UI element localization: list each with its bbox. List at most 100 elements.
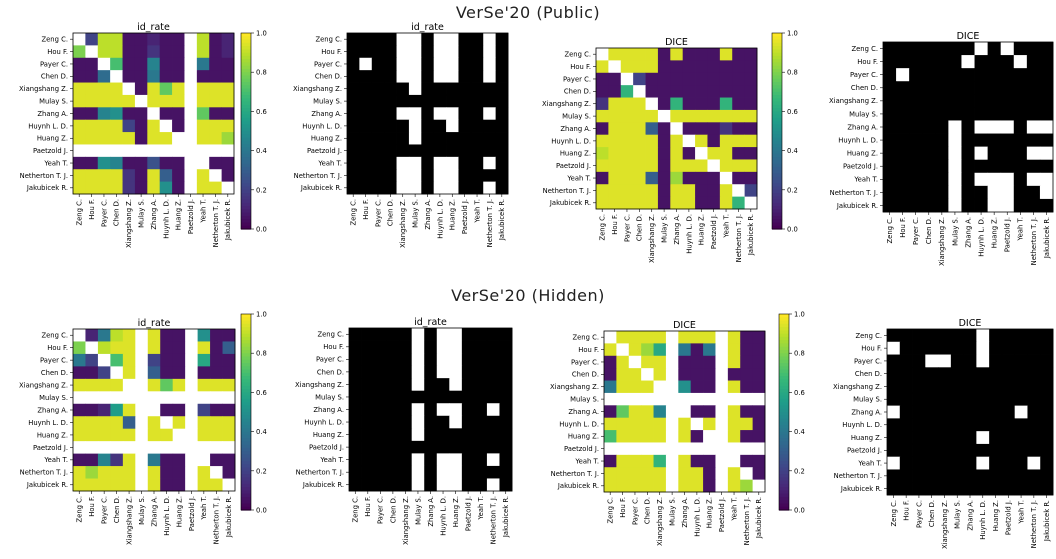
row-label: Xiangshang Z. (833, 383, 882, 391)
heatmap-cell (371, 181, 385, 195)
heatmap-cell (97, 94, 111, 108)
heatmap-cell (732, 122, 746, 136)
heatmap-cell (657, 196, 671, 210)
heatmap-cell (172, 181, 185, 195)
heatmap-cell (386, 440, 400, 454)
heatmap-cell (185, 466, 199, 479)
colorbar-step (241, 114, 251, 119)
heatmap-cell (110, 107, 123, 121)
heatmap-cell (421, 94, 435, 108)
heatmap-cell (197, 453, 211, 467)
heatmap-cell (703, 392, 716, 406)
heatmap-cell (899, 456, 913, 470)
heatmap-cell (670, 147, 684, 160)
colorbar-step (772, 137, 782, 142)
col-label: Jakubicek R. (1043, 217, 1051, 259)
heatmap-cell (209, 156, 223, 170)
heatmap-cell (361, 328, 375, 341)
heatmap-cell (433, 181, 447, 195)
heatmap-cell (449, 353, 463, 367)
heatmap-cell (1040, 469, 1054, 483)
colorbar-step (772, 82, 782, 86)
colorbar-step (241, 153, 251, 158)
heatmap-cell (727, 454, 741, 468)
row-label: Hou F. (47, 344, 68, 352)
heatmap-cell (1027, 431, 1041, 445)
heatmap-cell (989, 469, 1003, 483)
heatmap-cell (122, 82, 136, 96)
heatmap-cell (85, 156, 99, 170)
colorbar-step (241, 127, 251, 132)
col-label: Zeng C. (350, 199, 358, 226)
heatmap-cell (620, 109, 634, 123)
heatmap-cell (653, 380, 667, 394)
colorbar-0: 0.00.20.40.60.81.0 (240, 30, 267, 234)
colorbar-label: 1.0 (256, 30, 267, 38)
colorbar-step (241, 434, 251, 439)
heatmap-cell (436, 340, 450, 354)
heatmap-cell (678, 417, 692, 431)
heatmap-cell (707, 171, 721, 185)
heatmap-cell (73, 391, 86, 405)
colorbar-step (772, 59, 782, 63)
colorbar-step (241, 170, 251, 175)
heatmap-cell (1014, 456, 1028, 470)
heatmap-cell (641, 380, 654, 394)
heatmap-cell (147, 57, 161, 71)
heatmap-cell (645, 109, 659, 123)
row-label: Jakubicek R. (302, 481, 344, 489)
row-label: Zhang A. (37, 110, 68, 118)
row-label: Zhang A. (568, 408, 599, 416)
heatmap-cell (110, 378, 124, 392)
heatmap-cell (349, 390, 362, 404)
heatmap-cell (424, 403, 438, 417)
heatmap-cell (925, 443, 939, 458)
colorbar-step (241, 144, 251, 148)
heatmap-cell (433, 70, 447, 83)
heatmap-cell (690, 380, 704, 394)
heatmap-cell (147, 329, 161, 342)
colorbar-step (772, 104, 782, 109)
col-label: Mulay S. (669, 497, 677, 526)
colorbar-step (772, 225, 782, 230)
heatmap-cell (347, 57, 360, 71)
heatmap-cell (221, 45, 235, 59)
col-label: Huynh L. D. (162, 199, 170, 239)
heatmap-cell (433, 57, 447, 71)
heatmap-cell (657, 159, 671, 173)
heatmap-cell (633, 48, 646, 61)
colorbar-step (241, 470, 251, 475)
heatmap-cell (147, 107, 161, 121)
heatmap-cell (147, 169, 161, 183)
colorbar-step (779, 493, 789, 498)
heatmap-cell (361, 365, 375, 379)
colorbar-step (772, 72, 782, 77)
heatmap-cell (703, 368, 716, 381)
heatmap-cell (989, 380, 1003, 394)
heatmap-cell (628, 380, 642, 394)
heatmap-cell (461, 378, 475, 392)
heatmap-cell (483, 181, 497, 195)
heatmap-cell (665, 368, 679, 381)
colorbar-step (772, 173, 782, 178)
row-label: Yeah T. (319, 456, 344, 464)
heatmap-cell (411, 340, 425, 354)
heatmap-cell (719, 85, 733, 98)
heatmap-cell (470, 33, 484, 46)
heatmap-cell (740, 430, 754, 443)
heatmap-cell (657, 109, 671, 123)
heatmap-cell (449, 340, 463, 354)
heatmap-cell (976, 354, 990, 368)
colorbar-step (241, 382, 251, 387)
heatmap-cell (97, 428, 111, 442)
heatmap-cell (349, 453, 362, 467)
heatmap-cell (719, 171, 733, 185)
heatmap-cell (85, 45, 99, 59)
heatmap-title: id_rate (138, 318, 171, 329)
heatmap-cell (719, 159, 733, 173)
heatmap-cell (495, 119, 509, 133)
colorbar-label: 0.4 (256, 428, 267, 436)
heatmap-cell (744, 184, 758, 198)
heatmap-cell (446, 45, 459, 59)
heatmap-cell (196, 181, 210, 195)
